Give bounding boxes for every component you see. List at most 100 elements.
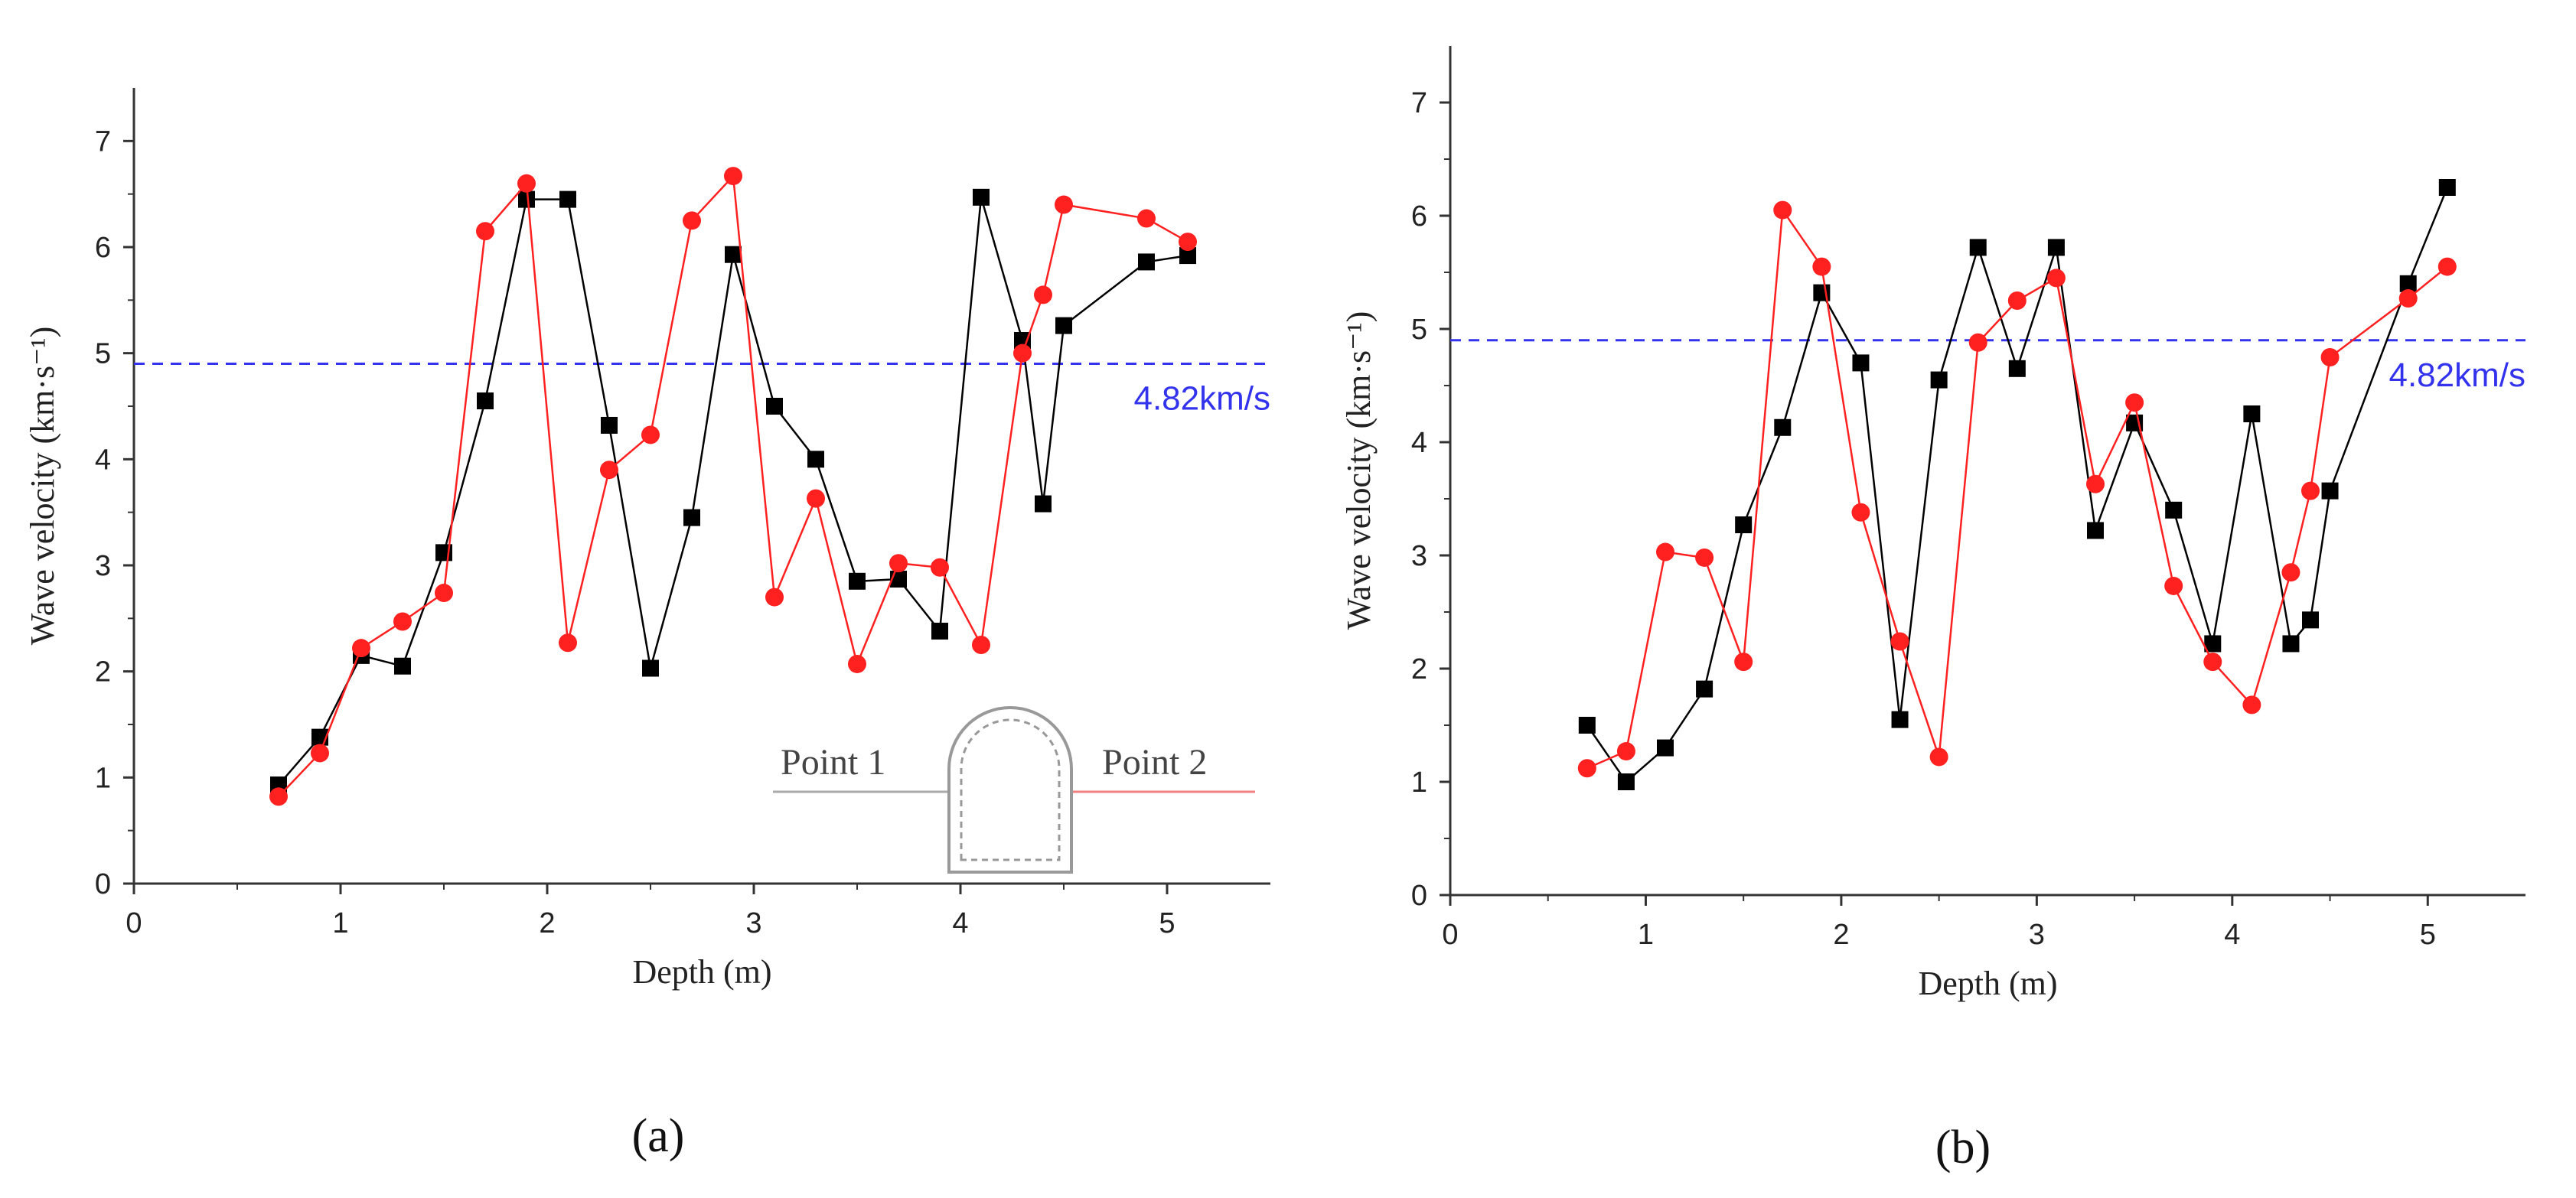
data-point-square — [1657, 739, 1674, 757]
data-point-square — [849, 572, 866, 590]
data-point-square — [1852, 354, 1870, 372]
data-point-circle — [848, 654, 866, 673]
data-point-circle — [2007, 291, 2027, 310]
data-point-circle — [1137, 209, 1156, 228]
data-point-square — [1735, 516, 1753, 534]
data-point-circle — [1812, 257, 1831, 276]
y-tick-label: 1 — [95, 762, 111, 794]
data-point-circle — [1929, 747, 1948, 767]
x-tick-label: 1 — [332, 907, 348, 939]
data-point-circle — [889, 554, 908, 573]
data-point-circle — [1968, 333, 1987, 352]
data-point-square — [1055, 317, 1072, 334]
data-point-square — [601, 416, 618, 434]
data-point-square — [2008, 360, 2026, 377]
data-point-square — [394, 657, 411, 675]
data-point-circle — [2281, 563, 2300, 582]
y-axis-title: Wave velocity (km·s⁻¹) — [1340, 311, 1378, 630]
data-point-square — [518, 190, 535, 208]
data-point-circle — [559, 633, 577, 653]
y-tick-label: 4 — [1411, 427, 1427, 459]
data-point-circle — [1773, 200, 1792, 220]
y-tick-label: 6 — [1411, 200, 1427, 233]
data-point-circle — [1055, 195, 1073, 214]
x-tick-label: 1 — [1638, 919, 1654, 951]
data-point-circle — [683, 211, 701, 230]
y-tick-label: 2 — [95, 656, 111, 689]
data-point-circle — [435, 584, 453, 603]
reference-line-label: 4.82km/s — [2389, 356, 2525, 394]
y-tick-label: 4 — [95, 444, 111, 476]
data-point-circle — [393, 612, 412, 631]
y-tick-label: 7 — [1411, 87, 1427, 119]
x-tick-label: 3 — [745, 907, 761, 939]
tunnel-inset: Point 1 Point 2 — [773, 706, 1255, 874]
data-point-circle — [2125, 393, 2144, 412]
data-point-circle — [311, 744, 329, 763]
x-tick-label: 0 — [1442, 919, 1458, 951]
data-point-circle — [1890, 632, 1909, 651]
data-point-square — [2302, 611, 2319, 629]
data-point-square — [2282, 635, 2300, 653]
series-point-1 — [270, 188, 1196, 794]
data-point-square — [1696, 680, 1714, 698]
data-point-square — [2204, 635, 2222, 653]
data-point-circle — [807, 489, 825, 508]
data-point-circle — [2398, 289, 2418, 308]
data-point-square — [1035, 495, 1052, 513]
data-point-circle — [476, 222, 494, 241]
data-point-square — [642, 659, 659, 677]
data-point-circle — [2301, 481, 2320, 500]
data-point-square — [1617, 773, 1635, 790]
series-line — [278, 197, 1189, 786]
data-point-circle — [972, 636, 990, 654]
data-point-square — [2047, 239, 2065, 256]
data-point-square — [1930, 371, 1948, 389]
data-point-square — [931, 622, 948, 640]
series-line — [278, 174, 1189, 798]
data-point-circle — [1656, 542, 1674, 562]
data-point-circle — [2164, 576, 2183, 595]
chart-panel-a: 0 1 2 3 4 5 0 1 2 3 4 5 6 7 Depth (m) Wave velocity (km… — [24, 88, 1270, 1162]
data-point-circle — [1577, 759, 1596, 778]
x-tick-label: 4 — [952, 907, 968, 939]
series-point-1 — [1578, 179, 2456, 790]
data-point-square — [973, 188, 990, 206]
x-tick-label: 3 — [2029, 919, 2045, 951]
y-tick-label: 6 — [95, 232, 111, 264]
x-axis-title: Depth (m) — [1918, 965, 2057, 1002]
data-point-circle — [517, 174, 536, 193]
data-point-square — [2321, 482, 2339, 500]
data-point-circle — [1851, 503, 1870, 522]
data-point-square — [766, 398, 783, 415]
x-tick-label: 2 — [1833, 919, 1849, 951]
data-point-circle — [1034, 285, 1052, 304]
data-point-square — [1578, 717, 1596, 734]
data-point-square — [1138, 253, 1155, 271]
y-tick-label: 1 — [1411, 767, 1427, 799]
data-point-square — [1774, 418, 1792, 436]
y-axis-title: Wave velocity (km·s⁻¹) — [24, 327, 61, 646]
data-point-circle — [1179, 233, 1197, 252]
inset-label-point-2: Point 2 — [1102, 742, 1207, 783]
y-tick-label: 5 — [95, 338, 111, 370]
panel-label: (a) — [632, 1110, 685, 1162]
series-point-2 — [269, 167, 1197, 806]
data-point-circle — [600, 461, 618, 480]
data-point-circle — [2320, 348, 2340, 366]
data-point-square — [2087, 522, 2104, 539]
data-point-circle — [641, 425, 660, 444]
y-tick-label: 7 — [95, 125, 111, 158]
data-point-square — [683, 509, 700, 526]
x-tick-label: 5 — [2420, 919, 2436, 951]
data-point-square — [2438, 179, 2456, 196]
inset-label-point-1: Point 1 — [781, 742, 885, 783]
data-point-circle — [1695, 548, 1714, 567]
data-point-square — [2399, 275, 2417, 292]
data-point-circle — [1616, 742, 1635, 761]
tunnel-outline — [947, 706, 1073, 874]
y-tick-label: 5 — [1411, 314, 1427, 346]
series-point-2 — [1577, 200, 2457, 778]
data-point-circle — [765, 588, 784, 607]
